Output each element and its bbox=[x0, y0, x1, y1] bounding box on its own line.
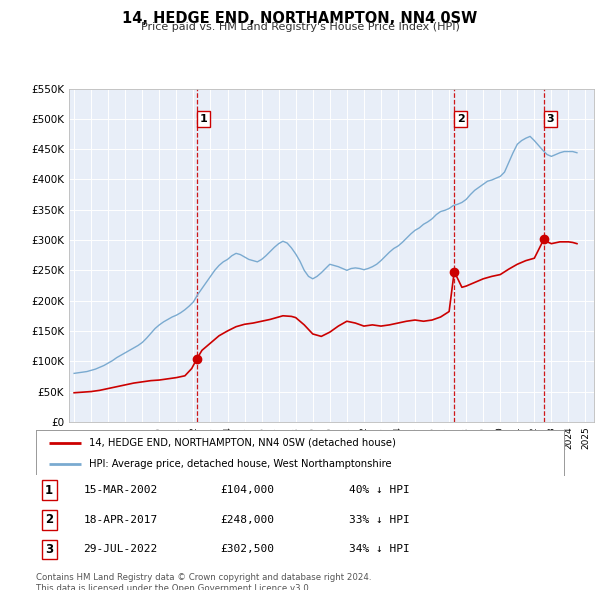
Text: 1: 1 bbox=[45, 484, 53, 497]
Text: 3: 3 bbox=[547, 114, 554, 124]
Text: 14, HEDGE END, NORTHAMPTON, NN4 0SW: 14, HEDGE END, NORTHAMPTON, NN4 0SW bbox=[122, 11, 478, 25]
Text: 29-JUL-2022: 29-JUL-2022 bbox=[83, 545, 158, 555]
Text: Contains HM Land Registry data © Crown copyright and database right 2024.: Contains HM Land Registry data © Crown c… bbox=[36, 573, 371, 582]
Text: 40% ↓ HPI: 40% ↓ HPI bbox=[349, 485, 410, 495]
Text: 1: 1 bbox=[199, 114, 207, 124]
Text: 3: 3 bbox=[45, 543, 53, 556]
Text: 15-MAR-2002: 15-MAR-2002 bbox=[83, 485, 158, 495]
Text: 2: 2 bbox=[45, 513, 53, 526]
Text: This data is licensed under the Open Government Licence v3.0.: This data is licensed under the Open Gov… bbox=[36, 584, 311, 590]
Text: 33% ↓ HPI: 33% ↓ HPI bbox=[349, 515, 410, 525]
Text: 18-APR-2017: 18-APR-2017 bbox=[83, 515, 158, 525]
Text: 34% ↓ HPI: 34% ↓ HPI bbox=[349, 545, 410, 555]
Text: 2: 2 bbox=[457, 114, 464, 124]
Text: £104,000: £104,000 bbox=[220, 485, 274, 495]
Text: £248,000: £248,000 bbox=[220, 515, 274, 525]
Text: Price paid vs. HM Land Registry's House Price Index (HPI): Price paid vs. HM Land Registry's House … bbox=[140, 22, 460, 32]
Text: 14, HEDGE END, NORTHAMPTON, NN4 0SW (detached house): 14, HEDGE END, NORTHAMPTON, NN4 0SW (det… bbox=[89, 438, 395, 448]
Text: £302,500: £302,500 bbox=[220, 545, 274, 555]
Text: HPI: Average price, detached house, West Northamptonshire: HPI: Average price, detached house, West… bbox=[89, 459, 391, 468]
